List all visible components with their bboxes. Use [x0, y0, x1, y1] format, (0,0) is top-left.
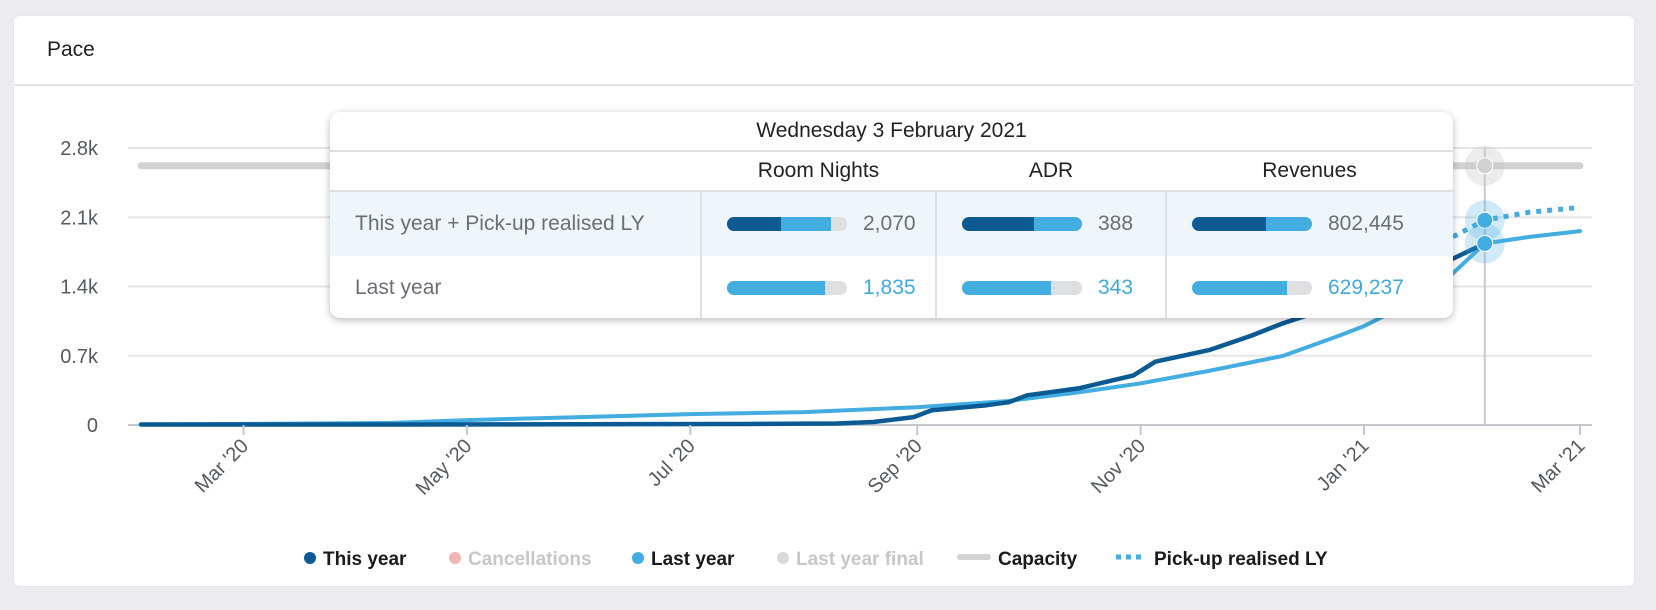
- legend-item-cancellations[interactable]: Cancellations: [449, 549, 592, 570]
- x-tick-label: Mar '20: [191, 435, 253, 497]
- legend-label: This year: [323, 549, 407, 570]
- x-tick-label: Nov '20: [1087, 435, 1150, 498]
- tooltip-cell-room-nights: 2,070: [701, 191, 937, 256]
- bar-segment: [1034, 217, 1082, 231]
- bar-segment: [962, 217, 1034, 231]
- tooltip-cell-adr: 343: [936, 256, 1167, 318]
- y-tick-label: 1.4k: [60, 277, 99, 299]
- tooltip-row-last-year: Last year 1,835 343 629,237: [330, 256, 1453, 318]
- chart-tooltip: Wednesday 3 February 2021 Room Nights AD…: [330, 112, 1453, 318]
- adr-value: 343: [1098, 276, 1134, 299]
- tooltip-header-row: Room Nights ADR Revenues: [330, 152, 1453, 192]
- tooltip-table: Room Nights ADR Revenues This year + Pic…: [330, 152, 1453, 318]
- revenues-value: 802,445: [1328, 212, 1404, 235]
- room-nights-bar: [727, 281, 847, 295]
- y-tick-label: 2.8k: [60, 138, 99, 160]
- bar-segment: [727, 281, 826, 295]
- y-tick-label: 0: [87, 415, 98, 437]
- legend-item-last-year-final[interactable]: Last year final: [777, 549, 924, 570]
- bar-segment: [1266, 217, 1312, 231]
- tooltip-cell-adr: 388: [936, 191, 1167, 256]
- legend-label: Capacity: [998, 549, 1078, 570]
- tooltip-cell-revenues: 629,237: [1166, 256, 1453, 318]
- bar-segment: [962, 281, 1051, 295]
- tooltip-header-adr: ADR: [936, 152, 1166, 192]
- x-tick-label: Jul '20: [644, 435, 700, 491]
- chart-markers: [1464, 145, 1505, 425]
- series-line-pick-up-realised-ly: [1432, 204, 1581, 250]
- legend-marker: [632, 552, 644, 564]
- adr-bar: [962, 217, 1082, 231]
- legend-label: Cancellations: [468, 549, 592, 570]
- legend-marker: [304, 552, 316, 564]
- legend-marker: [449, 552, 461, 564]
- room-nights-value: 2,070: [863, 212, 916, 235]
- adr-value: 388: [1098, 212, 1134, 235]
- tooltip-date: Wednesday 3 February 2021: [330, 112, 1453, 152]
- card-title: Pace: [14, 16, 1634, 86]
- tooltip-header-room-nights: Room Nights: [701, 152, 936, 192]
- legend-marker: [777, 552, 789, 564]
- legend-item-last-year[interactable]: Last year: [632, 549, 735, 570]
- y-tick-label: 0.7k: [60, 346, 99, 368]
- tooltip-header-blank: [330, 152, 701, 192]
- legend-label: Last year final: [796, 549, 924, 570]
- bar-segment: [727, 217, 781, 231]
- bar-segment: [1192, 281, 1287, 295]
- legend-item-capacity[interactable]: Capacity: [957, 549, 1078, 570]
- revenues-value: 629,237: [1328, 276, 1404, 299]
- hover-marker: [1476, 211, 1494, 229]
- tooltip-cell-revenues: 802,445: [1166, 191, 1453, 256]
- revenues-bar: [1192, 281, 1312, 295]
- room-nights-value: 1,835: [863, 276, 916, 299]
- bar-segment: [781, 217, 832, 231]
- adr-bar: [962, 281, 1082, 295]
- hover-marker: [1476, 157, 1494, 175]
- tooltip-cell-room-nights: 1,835: [701, 256, 937, 318]
- x-tick-label: May '20: [412, 435, 477, 500]
- tooltip-row-this-year: This year + Pick-up realised LY 2,070 38…: [330, 191, 1453, 256]
- tooltip-row-label: Last year: [330, 256, 702, 318]
- x-tick-label: Mar '21: [1527, 435, 1589, 497]
- legend-item-this-year[interactable]: This year: [304, 549, 407, 570]
- legend-label: Last year: [651, 549, 735, 570]
- hover-marker: [1476, 234, 1494, 252]
- x-tick-label: Sep '20: [864, 435, 927, 498]
- tooltip-header-revenues: Revenues: [1166, 152, 1453, 192]
- revenues-bar: [1192, 217, 1312, 231]
- chart-legend[interactable]: This year Cancellations Last year Last year…: [304, 549, 1328, 570]
- tooltip-row-label: This year + Pick-up realised LY: [330, 191, 702, 256]
- bar-segment: [1192, 217, 1267, 231]
- legend-label: Pick-up realised LY: [1154, 549, 1328, 570]
- legend-item-pick-up-realised-ly[interactable]: Pick-up realised LY: [1116, 549, 1328, 570]
- room-nights-bar: [727, 217, 847, 231]
- x-tick-label: Jan '21: [1313, 435, 1374, 496]
- y-tick-label: 2.1k: [60, 207, 99, 229]
